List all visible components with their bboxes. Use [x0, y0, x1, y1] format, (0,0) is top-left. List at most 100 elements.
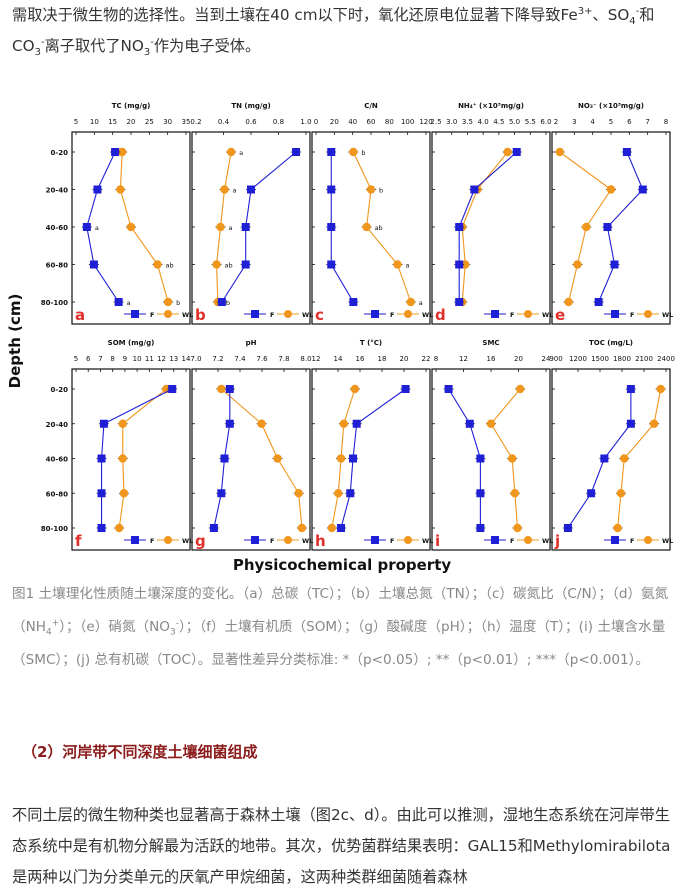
point-wl-h: [350, 384, 360, 394]
tick-label-c: 20: [330, 118, 339, 126]
point-wl-e: [582, 222, 591, 232]
point-wl-g: [257, 419, 266, 428]
point-wl-g: [294, 489, 303, 498]
tick-label-f: 6: [86, 355, 91, 363]
tick-label-b: 0.8: [273, 118, 284, 126]
legend-marker-wl-j: [644, 536, 652, 544]
sig-label-wl-a: ab: [166, 262, 174, 270]
tick-label-j: 1800: [613, 355, 631, 363]
series-line-wl-d: [461, 151, 509, 303]
tick-label-f: 8: [110, 355, 114, 363]
point-wl-j: [656, 384, 665, 394]
legend-label-f-h: F: [390, 537, 394, 545]
caption-text-3: ）；（f）土壤有机质（SOM）；（g）酸碱度（pH）；（h）温度（T）；(i) …: [12, 619, 666, 668]
legend-label-f-i: F: [510, 537, 514, 545]
sig-label-wl-b: b: [226, 299, 230, 307]
legend-label-f-b: F: [270, 311, 274, 319]
tick-label-f: 13: [169, 355, 178, 363]
tick-label-c: 0: [314, 118, 318, 126]
point-wl-b: [216, 222, 225, 232]
tick-label-i: 12: [459, 355, 468, 363]
point-f-a: [89, 260, 98, 269]
point-f-j: [626, 385, 635, 393]
point-wl-c: [366, 185, 376, 194]
panel-title-d: NH₄⁺ (×10³mg/g): [458, 102, 524, 110]
tick-label-g: 7.2: [212, 355, 223, 363]
point-f-a: [114, 298, 123, 306]
tick-label-h: 22: [422, 355, 431, 363]
tick-label-a: 5: [74, 118, 78, 126]
point-wl-b: [212, 260, 221, 269]
point-f-e: [610, 260, 619, 269]
tick-label-j: 1200: [569, 355, 587, 363]
point-wl-c: [362, 222, 371, 232]
no-charge: -: [150, 36, 154, 48]
series-line-f-f: [101, 388, 173, 528]
caption-no-sub: 3: [170, 627, 176, 638]
intro-text-4: 离子取代了NO: [44, 37, 144, 55]
point-f-h: [346, 489, 355, 498]
point-f-d: [512, 148, 521, 156]
legend-marker-wl-b: [284, 310, 292, 318]
legend-label-wl-i: WL: [542, 537, 553, 545]
sig-label-wl-c: b: [361, 149, 365, 157]
panel-title-j: TOC (mg/L): [589, 339, 633, 347]
point-f-c: [327, 185, 336, 194]
tick-label-e: 6: [627, 118, 632, 126]
tick-label-f: 10: [133, 355, 142, 363]
tick-label-j: 2400: [657, 355, 675, 363]
point-wl-h: [339, 419, 349, 428]
point-wl-i: [515, 384, 525, 394]
co-sub: 3: [34, 47, 41, 59]
depth-label: 60-80: [46, 262, 69, 270]
legend-label-wl-d: WL: [542, 311, 553, 319]
point-wl-a: [126, 222, 136, 232]
point-wl-i: [510, 489, 520, 498]
tick-label-c: 80: [385, 118, 394, 126]
point-f-d: [455, 298, 464, 306]
tick-label-g: 8.0: [300, 355, 311, 363]
point-wl-b: [226, 147, 236, 157]
tick-label-e: 8: [664, 118, 668, 126]
intro-text-5: 作为电子受体。: [153, 37, 261, 55]
y-axis-title: Depth (cm): [6, 294, 24, 389]
tick-label-b: 0.2: [190, 118, 201, 126]
legend-marker-wl-i: [524, 536, 532, 544]
tick-label-d: 6.0: [540, 118, 551, 126]
point-wl-e: [555, 147, 564, 157]
point-wl-f: [119, 489, 129, 498]
depth-label: 0-20: [50, 386, 68, 394]
panel-title-b: TN (mg/g): [231, 102, 270, 110]
point-f-g: [220, 454, 229, 463]
legend-label-wl-c: WL: [422, 311, 433, 319]
tick-label-j: 900: [549, 355, 562, 363]
tick-label-g: 7.6: [256, 355, 268, 363]
legend-marker-wl-f: [164, 536, 172, 544]
panel-letter-a: a: [75, 306, 85, 324]
no-sub: 3: [143, 47, 151, 59]
legend-label-f-d: F: [510, 311, 514, 319]
panel-letter-j: j: [554, 532, 560, 550]
sig-label-f-a: a: [95, 224, 99, 232]
legend-label-f-g: F: [270, 537, 274, 545]
point-wl-j: [613, 523, 622, 533]
point-wl-a: [153, 260, 162, 269]
point-wl-e: [573, 260, 582, 269]
caption-nh-sup: +: [51, 618, 60, 629]
tick-label-g: 7.4: [234, 355, 246, 363]
legend-marker-f-c: [371, 310, 379, 318]
point-f-c: [349, 298, 358, 306]
legend-marker-f-j: [611, 536, 619, 544]
tick-label-h: 14: [334, 355, 343, 363]
point-wl-c: [349, 147, 358, 157]
point-f-h: [352, 419, 361, 428]
tick-label-e: 7: [645, 118, 649, 126]
tick-label-d: 2.5: [430, 118, 441, 126]
intro-paragraph: 需取决于微生物的选择性。当到土壤在40 cm以下时，氧化还原电位显著下降导致Fe…: [12, 0, 672, 62]
panel-letter-c: c: [315, 306, 324, 324]
point-wl-g: [297, 523, 307, 533]
legend-label-f-a: F: [150, 311, 154, 319]
depth-label: 40-60: [46, 456, 69, 464]
legend-marker-wl-a: [164, 310, 172, 318]
tick-label-e: 3: [572, 118, 576, 126]
